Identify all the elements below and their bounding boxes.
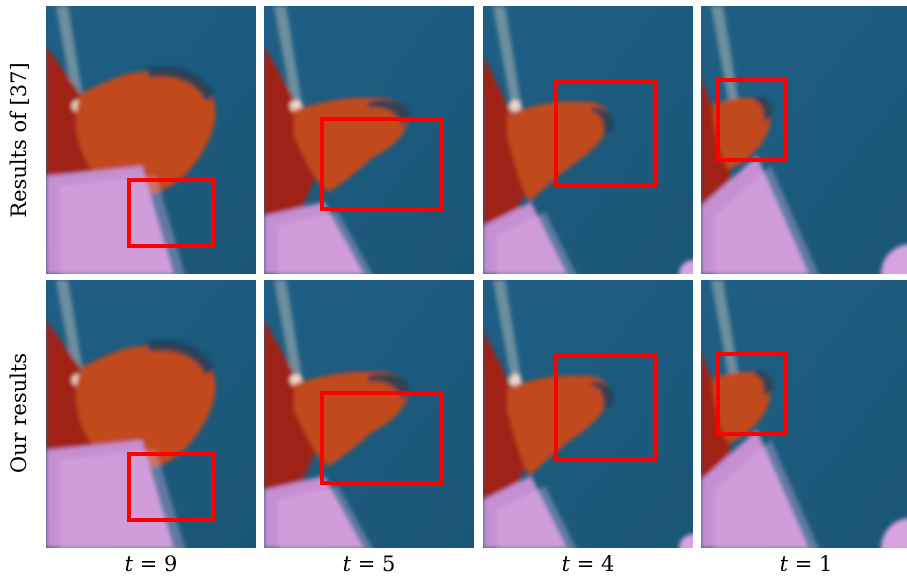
frame-image [264, 6, 474, 274]
column-label-t1: t = 1 [779, 552, 833, 576]
frame-baseline-t5 [264, 6, 474, 274]
frame-ours-t9 [46, 280, 256, 548]
highlight-box [554, 353, 658, 461]
frame-baseline-t1 [701, 6, 907, 274]
frame-baseline-t4 [483, 6, 693, 274]
frame-image [46, 280, 256, 548]
highlight-box [716, 352, 788, 436]
frame-image [483, 6, 693, 274]
row-label-our-results: Our results [7, 352, 31, 474]
column-label-t9: t = 9 [124, 552, 178, 576]
highlight-box [127, 452, 215, 522]
highlight-box [716, 78, 788, 162]
highlight-box [320, 391, 444, 485]
column-label-t4: t = 4 [561, 552, 615, 576]
frame-baseline-t9 [46, 6, 256, 274]
frame-ours-t1 [701, 280, 907, 548]
frame-image [264, 280, 474, 548]
highlight-box [320, 117, 444, 211]
column-label-t5: t = 5 [342, 552, 396, 576]
frame-ours-t5 [264, 280, 474, 548]
row-label-results-of-37: Results of [37] [7, 62, 31, 218]
frame-image [46, 6, 256, 274]
highlight-box [127, 178, 215, 248]
highlight-box [554, 79, 658, 187]
frame-ours-t4 [483, 280, 693, 548]
frame-image [483, 280, 693, 548]
frame-image [701, 6, 907, 274]
frame-image [701, 280, 907, 548]
